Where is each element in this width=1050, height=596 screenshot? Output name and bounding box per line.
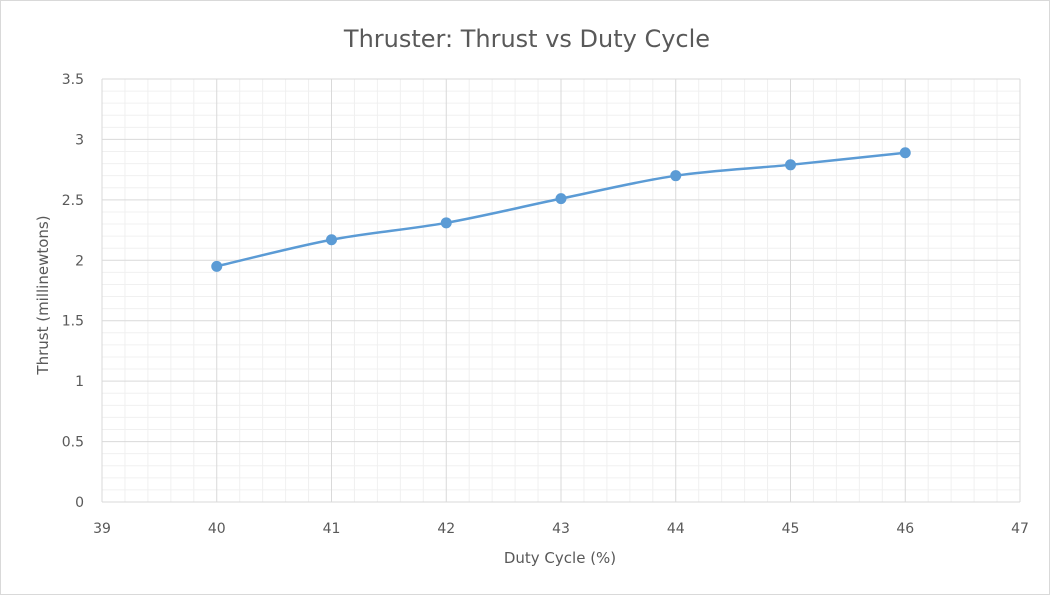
- data-point: [899, 147, 911, 159]
- data-point: [670, 170, 682, 182]
- y-tick-label: 1.5: [62, 314, 84, 330]
- y-tick-label: 3.5: [62, 72, 84, 88]
- y-tick-label: 2.5: [62, 193, 84, 209]
- x-tick-label: 44: [667, 521, 685, 537]
- x-axis-ticks: 39 40 41 42 43 44 45 46 47: [93, 521, 1029, 537]
- y-tick-label: 3: [75, 132, 84, 148]
- x-tick-label: 40: [208, 521, 226, 537]
- y-tick-label: 0: [75, 495, 84, 511]
- data-point: [440, 217, 452, 229]
- data-point: [211, 260, 223, 272]
- x-tick-label: 39: [93, 521, 111, 537]
- x-tick-label: 43: [552, 521, 570, 537]
- x-tick-label: 46: [896, 521, 914, 537]
- data-point: [785, 159, 796, 171]
- x-tick-label: 47: [1011, 521, 1029, 537]
- y-axis-label: Thrust (millinewtons): [34, 215, 52, 375]
- chart-title: Thruster: Thrust vs Duty Cycle: [343, 25, 710, 53]
- x-tick-label: 45: [782, 521, 800, 537]
- y-tick-label: 0.5: [62, 435, 84, 451]
- series-group: [211, 147, 911, 272]
- x-tick-label: 41: [323, 521, 341, 537]
- x-tick-label: 42: [437, 521, 455, 537]
- data-point: [555, 193, 567, 205]
- y-axis-ticks: 0 0.5 1 1.5 2 2.5 3 3.5: [62, 72, 84, 511]
- y-tick-label: 2: [75, 253, 84, 269]
- data-point: [326, 234, 337, 246]
- y-tick-label: 1: [75, 374, 84, 390]
- x-axis-label: Duty Cycle (%): [504, 549, 616, 567]
